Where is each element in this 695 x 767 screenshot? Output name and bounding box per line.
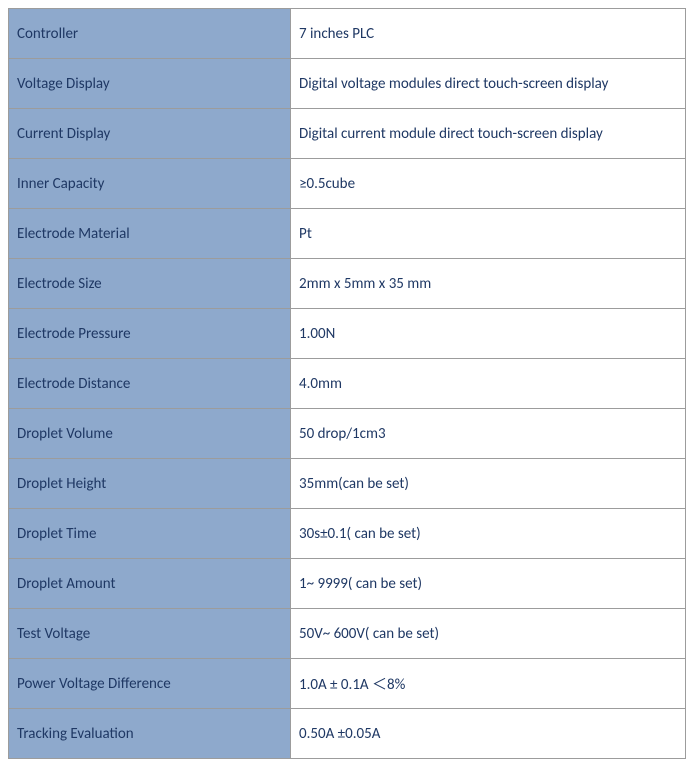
table-row: Controller7 inches PLC — [9, 9, 686, 59]
param-value: 1~ 9999( can be set) — [291, 559, 686, 609]
param-label: Tracking Evaluation — [9, 709, 291, 759]
param-label: Test Voltage — [9, 609, 291, 659]
table-row: Electrode Size2mm x 5mm x 35 mm — [9, 259, 686, 309]
param-value: 4.0mm — [291, 359, 686, 409]
param-value: 50 drop/1cm3 — [291, 409, 686, 459]
spec-table: Controller7 inches PLCVoltage DisplayDig… — [8, 8, 686, 759]
table-row: Inner Capacity≥0.5cube — [9, 159, 686, 209]
table-row: Droplet Volume50 drop/1cm3 — [9, 409, 686, 459]
param-label: Inner Capacity — [9, 159, 291, 209]
param-value: Digital current module direct touch-scre… — [291, 109, 686, 159]
param-label: Controller — [9, 9, 291, 59]
param-value: 1.0A ± 0.1A ＜8% — [291, 659, 686, 709]
param-label: Droplet Time — [9, 509, 291, 559]
param-label: Droplet Height — [9, 459, 291, 509]
param-label: Droplet Amount — [9, 559, 291, 609]
table-row: Droplet Amount1~ 9999( can be set) — [9, 559, 686, 609]
table-row: Current DisplayDigital current module di… — [9, 109, 686, 159]
table-row: Droplet Time30s±0.1( can be set) — [9, 509, 686, 559]
param-value: 35mm(can be set) — [291, 459, 686, 509]
param-value: Digital voltage modules direct touch-scr… — [291, 59, 686, 109]
table-row: Electrode Pressure1.00N — [9, 309, 686, 359]
spec-table-body: Controller7 inches PLCVoltage DisplayDig… — [9, 9, 686, 759]
table-row: Tracking Evaluation0.50A ±0.05A — [9, 709, 686, 759]
param-value: 1.00N — [291, 309, 686, 359]
param-value: 50V~ 600V( can be set) — [291, 609, 686, 659]
param-label: Voltage Display — [9, 59, 291, 109]
table-row: Test Voltage50V~ 600V( can be set) — [9, 609, 686, 659]
table-row: Droplet Height35mm(can be set) — [9, 459, 686, 509]
param-label: Current Display — [9, 109, 291, 159]
param-label: Electrode Material — [9, 209, 291, 259]
param-value: 30s±0.1( can be set) — [291, 509, 686, 559]
param-label: Electrode Pressure — [9, 309, 291, 359]
param-label: Droplet Volume — [9, 409, 291, 459]
table-row: Power Voltage Difference1.0A ± 0.1A ＜8% — [9, 659, 686, 709]
param-label: Power Voltage Difference — [9, 659, 291, 709]
param-value: Pt — [291, 209, 686, 259]
param-value: 0.50A ±0.05A — [291, 709, 686, 759]
param-value: 7 inches PLC — [291, 9, 686, 59]
table-row: Voltage DisplayDigital voltage modules d… — [9, 59, 686, 109]
param-label: Electrode Distance — [9, 359, 291, 409]
table-row: Electrode Distance4.0mm — [9, 359, 686, 409]
param-value: 2mm x 5mm x 35 mm — [291, 259, 686, 309]
param-value: ≥0.5cube — [291, 159, 686, 209]
param-label: Electrode Size — [9, 259, 291, 309]
table-row: Electrode MaterialPt — [9, 209, 686, 259]
